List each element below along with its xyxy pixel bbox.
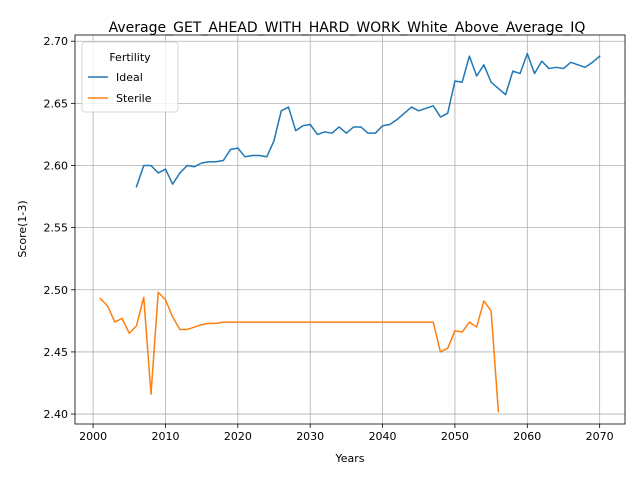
x-tick-label: 2000: [79, 430, 107, 443]
x-axis-ticks: 2000 2010 2020 2030 2040 2050 2060 2070: [79, 424, 614, 443]
y-tick-label: 2.55: [44, 222, 69, 235]
legend-box: [81, 41, 179, 113]
y-tick-label: 2.65: [44, 97, 69, 110]
y-tick-label: 2.40: [44, 408, 69, 421]
series-line-sterile: [99, 291, 500, 413]
legend-label-sterile: Sterile: [116, 92, 152, 105]
series-layer: [99, 52, 601, 413]
grid-lines: [75, 35, 625, 424]
y-tick-label: 2.60: [44, 159, 69, 172]
legend: Fertility Ideal Sterile: [81, 41, 179, 113]
legend-title: Fertility: [109, 51, 151, 64]
x-tick-label: 2020: [224, 430, 252, 443]
y-tick-label: 2.50: [44, 284, 69, 297]
x-tick-label: 2060: [513, 430, 541, 443]
x-axis-label: Years: [334, 452, 364, 465]
y-axis-ticks: 2.40 2.45 2.50 2.55 2.60 2.65 2.70: [44, 35, 75, 421]
series-line-ideal: [135, 52, 601, 188]
x-tick-label: 2010: [151, 430, 179, 443]
legend-label-ideal: Ideal: [116, 71, 143, 84]
plot-area-frame: [74, 34, 626, 425]
y-tick-label: 2.45: [44, 346, 69, 359]
chart-title: Average_GET_AHEAD_WITH_HARD_WORK_White_A…: [109, 20, 586, 36]
y-axis-label: Score(1-3): [16, 200, 29, 257]
y-tick-label: 2.70: [44, 35, 69, 48]
x-tick-label: 2030: [296, 430, 324, 443]
x-tick-label: 2040: [369, 430, 397, 443]
x-tick-label: 2050: [441, 430, 469, 443]
x-tick-label: 2070: [586, 430, 614, 443]
